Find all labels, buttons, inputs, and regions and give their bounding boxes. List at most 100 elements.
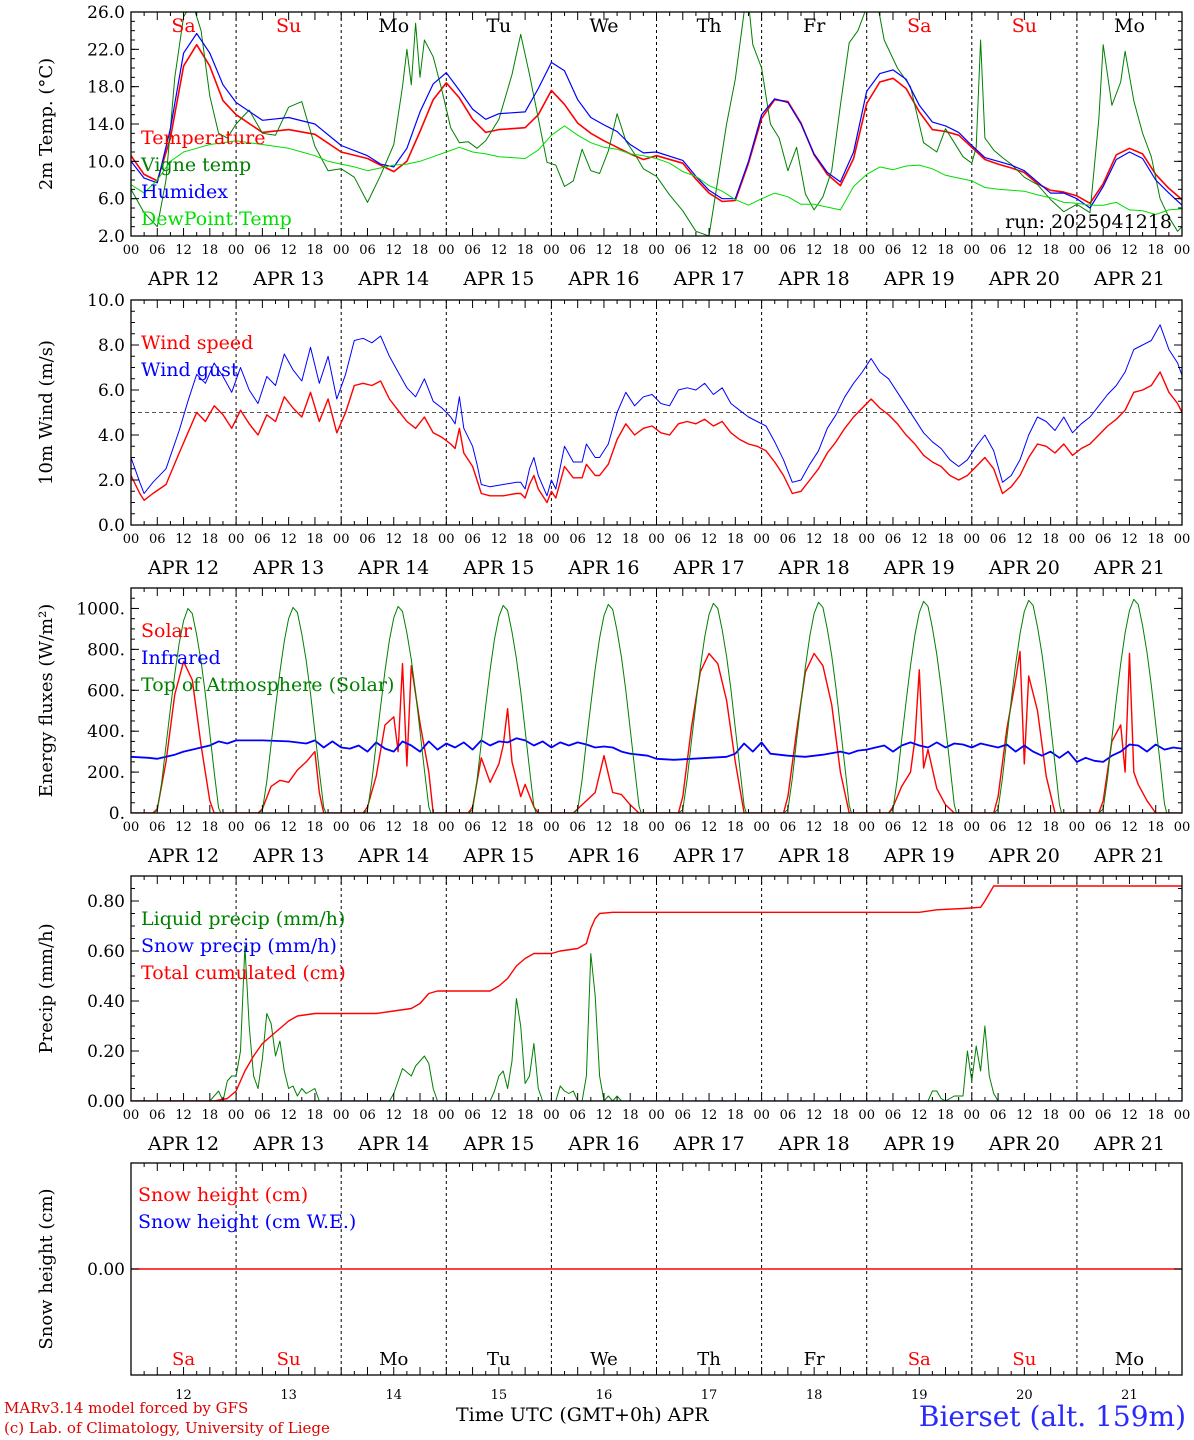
hour-tick-label: 12: [806, 1108, 823, 1123]
hour-tick-label: 00: [123, 532, 140, 547]
hour-tick-label: 12: [1121, 243, 1138, 258]
series-line-solar: [131, 650, 1182, 813]
series-line-wind-speed: [131, 371, 1182, 504]
hour-tick-label: 12: [175, 532, 192, 547]
series-line-temperature: [131, 43, 1182, 205]
hour-tick-label: 12: [491, 1108, 508, 1123]
hour-tick-label: 06: [149, 243, 166, 258]
hour-tick-label: 12: [491, 532, 508, 547]
y-tick-label: 18.0: [87, 78, 125, 98]
copyright-credit: (c) Lab. of Climatology, University of L…: [4, 1419, 330, 1437]
hour-tick-label: 18: [307, 243, 324, 258]
run-label: run: 2025041218: [1005, 211, 1172, 233]
day-abbr: Su: [1012, 15, 1037, 37]
y-tick-label: 0.: [109, 804, 125, 824]
hour-tick-label: 06: [569, 1108, 586, 1123]
hour-tick-label: 00: [648, 243, 665, 258]
hour-tick-label: 18: [832, 532, 849, 547]
series-line-total-cumulated-cm-: [131, 885, 1182, 1101]
hour-tick-label: 00: [333, 243, 350, 258]
hour-tick-label: 00: [1069, 820, 1086, 835]
date-label: APR 17: [673, 557, 745, 579]
hour-tick-label: 18: [937, 1108, 954, 1123]
hour-tick-label: 18: [202, 532, 219, 547]
hour-tick-label: 00: [648, 820, 665, 835]
legend-entry: Snow height (cm): [138, 1184, 308, 1206]
hour-tick-label: 18: [412, 243, 429, 258]
date-label: APR 14: [357, 557, 429, 579]
hour-tick-label: 12: [280, 820, 297, 835]
date-label: APR 21: [1093, 1133, 1165, 1155]
hour-tick-label: 18: [727, 532, 744, 547]
day-abbr: Th: [697, 1349, 721, 1370]
hour-tick-label: 06: [569, 243, 586, 258]
series-group: [131, 324, 1182, 504]
y-tick-label: 6.0: [98, 190, 125, 210]
day-abbr: Mo: [1114, 15, 1145, 37]
hour-tick-label: 18: [1147, 1108, 1164, 1123]
hour-tick-label: 12: [491, 243, 508, 258]
hour-tick-label: 06: [254, 1108, 271, 1123]
date-label: APR 15: [462, 268, 534, 290]
hour-tick-label: 12: [1121, 532, 1138, 547]
hour-tick-label: 18: [307, 1108, 324, 1123]
legend-entry: Snow height (cm W.E.): [138, 1211, 356, 1233]
date-label: APR 15: [462, 845, 534, 867]
hour-tick-label: 00: [543, 532, 560, 547]
legend-entry: Liquid precip (mm/h): [141, 908, 345, 930]
hour-tick-label: 06: [1095, 820, 1112, 835]
hour-tick-label: 12: [280, 243, 297, 258]
hour-tick-label: 12: [911, 820, 928, 835]
hour-tick-label: 06: [1095, 1108, 1112, 1123]
hour-tick-label: 12: [1016, 243, 1033, 258]
hour-tick-label: 00: [648, 532, 665, 547]
station-label: Bierset (alt. 159m): [918, 1400, 1186, 1433]
series-line-humidex: [131, 32, 1182, 209]
day-abbr: Sa: [907, 15, 931, 37]
legend-entry: Total cumulated (cm): [141, 962, 346, 984]
hour-tick-label: 12: [701, 820, 718, 835]
y-tick-label: 0.80: [87, 892, 125, 912]
hour-tick-label: 12: [1121, 1108, 1138, 1123]
y-tick-label: 2.0: [98, 227, 125, 247]
hour-tick-label: 00: [543, 1108, 560, 1123]
hour-tick-label: 06: [359, 243, 376, 258]
hour-tick-label: 06: [464, 820, 481, 835]
day-number: 21: [1121, 1388, 1138, 1403]
hour-tick-label: 00: [964, 1108, 981, 1123]
hour-tick-label: 12: [175, 1108, 192, 1123]
hour-tick-label: 18: [1147, 820, 1164, 835]
y-axis-title: Precip (mm/h): [36, 923, 57, 1053]
y-tick-label: 4.0: [98, 426, 125, 446]
model-credit: MARv3.14 model forced by GFS: [4, 1399, 249, 1417]
hour-tick-label: 00: [858, 820, 875, 835]
date-label: APR 13: [252, 845, 324, 867]
panel-2: 0.0 2.0 4.0 6.0 8.0 10.0 10m Wind (m/s) Wind sp…: [36, 291, 1190, 579]
hour-tick-label: 12: [491, 820, 508, 835]
hour-tick-label: 00: [228, 243, 245, 258]
hour-tick-label: 06: [990, 243, 1007, 258]
day-number: 14: [385, 1388, 402, 1403]
date-label: APR 17: [673, 1133, 745, 1155]
date-label: APR 13: [252, 268, 324, 290]
y-tick-label: 26.0: [87, 3, 125, 23]
legend-entry: Vigne temp: [140, 154, 251, 176]
hour-tick-label: 18: [832, 243, 849, 258]
date-label: APR 12: [147, 845, 219, 867]
hour-tick-label: 12: [701, 1108, 718, 1123]
hour-tick-label: 06: [990, 820, 1007, 835]
hour-tick-label: 00: [438, 243, 455, 258]
hour-tick-label: 12: [701, 532, 718, 547]
hour-tick-label: 06: [885, 243, 902, 258]
hour-tick-label: 12: [1016, 820, 1033, 835]
hour-tick-label: 06: [149, 820, 166, 835]
day-abbr: Tu: [486, 15, 511, 37]
day-abbr: Tu: [487, 1349, 511, 1370]
date-label: APR 12: [147, 1133, 219, 1155]
hour-tick-label: 12: [280, 532, 297, 547]
hour-tick-label: 18: [1147, 532, 1164, 547]
hour-tick-label: 18: [202, 1108, 219, 1123]
day-abbr: Su: [1012, 1349, 1036, 1370]
hour-tick-label: 00: [438, 1108, 455, 1123]
series-line-vigne-temp: [131, 12, 1182, 236]
